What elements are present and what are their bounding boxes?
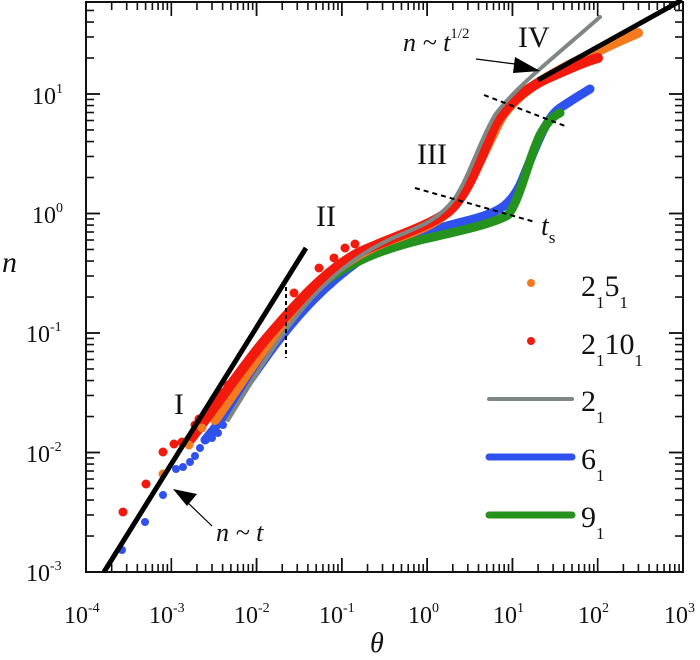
arrow-linear-head bbox=[173, 489, 197, 506]
legend-label-6_1: 61 bbox=[581, 443, 605, 485]
y-tick-labels: 10-3 10-2 10-1 100 101 bbox=[26, 82, 63, 587]
annotation-linear: n ~ t bbox=[216, 518, 264, 547]
legend-label-9_1: 91 bbox=[581, 501, 605, 543]
x-tick-label: 10-1 bbox=[319, 601, 355, 629]
x-tick-label: 103 bbox=[664, 601, 695, 629]
y-axis-label: n bbox=[2, 246, 17, 279]
legend-label-2_1-5_1: 2151 bbox=[581, 270, 628, 312]
legend-marker-2_1-5_1 bbox=[527, 279, 535, 287]
region-label-I: I bbox=[174, 388, 184, 421]
x-tick-label: 100 bbox=[408, 601, 439, 629]
series-2_1-line bbox=[226, 15, 602, 422]
x-tick-label: 10-3 bbox=[149, 601, 185, 629]
reference-line-sqrt bbox=[536, 0, 684, 83]
x-tick-label: 101 bbox=[493, 601, 524, 629]
region-label-IV: IV bbox=[518, 21, 550, 54]
boundary-III-IV bbox=[483, 94, 566, 127]
annotation-ts: ts bbox=[541, 211, 555, 247]
legend: 2151 21101 21 61 91 bbox=[485, 270, 643, 543]
reference-line-linear bbox=[101, 246, 309, 574]
arrow-sqrt-shaft bbox=[475, 58, 516, 65]
x-tick-label: 10-2 bbox=[234, 601, 270, 629]
arrow-sqrt-head bbox=[513, 57, 540, 73]
y-tick-label: 10-2 bbox=[26, 440, 62, 468]
axis-ticks bbox=[85, 2, 684, 573]
legend-label-2_1: 21 bbox=[581, 385, 605, 427]
region-label-II: II bbox=[316, 200, 336, 233]
legend-label-2_1-10_1: 21101 bbox=[581, 328, 643, 370]
y-tick-label: 101 bbox=[32, 82, 63, 110]
boundary-ts bbox=[414, 187, 536, 223]
legend-marker-2_1-10_1 bbox=[527, 337, 535, 345]
x-tick-label: 10-4 bbox=[64, 601, 100, 629]
x-tick-labels: 10-4 10-3 10-2 10-1 100 101 102 103 bbox=[64, 601, 695, 629]
plot-frame bbox=[85, 1, 684, 573]
arrow-linear-shaft bbox=[184, 499, 213, 527]
region-label-III: III bbox=[417, 138, 447, 171]
y-tick-label: 10-3 bbox=[26, 559, 62, 587]
annotation-sqrt: n ~ t1/2 bbox=[403, 26, 469, 57]
series-2_1-10_1-line bbox=[185, 53, 603, 445]
x-axis-label: θ bbox=[370, 628, 384, 659]
x-tick-label: 102 bbox=[578, 601, 609, 629]
y-tick-label: 10-1 bbox=[26, 320, 62, 348]
y-tick-label: 100 bbox=[32, 201, 63, 229]
